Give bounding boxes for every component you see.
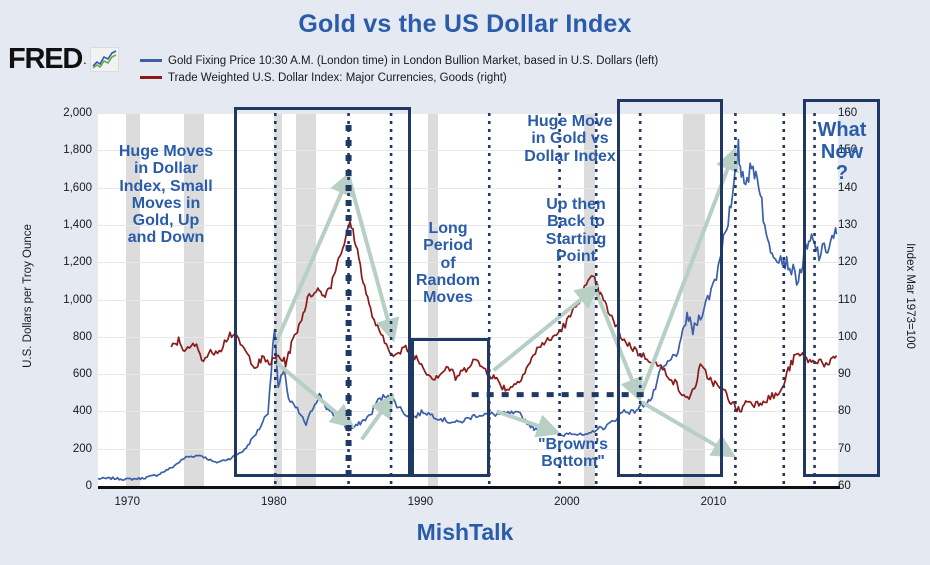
y-tick-left: 1,400: [63, 218, 92, 231]
gridline: [98, 187, 838, 189]
trend-arrow: [360, 393, 395, 441]
sparkline-icon: [89, 47, 119, 72]
trend-arrow: [275, 361, 355, 429]
legend-swatch-gold: [140, 59, 162, 62]
y-axis-left-ticks: 2,000 1,800 1,600 1,400 1,200 1,000 800 600 400 2…: [42, 0, 92, 565]
annotation-line: Moves: [423, 289, 473, 307]
gridline: [98, 448, 838, 450]
annotation-line: of: [440, 254, 456, 272]
annotation-a1: Huge Moves in Dollar Index, Small Moves in G…: [96, 143, 236, 247]
x-axis-line: [98, 486, 840, 489]
annotation-line: Point: [556, 247, 596, 265]
y-tick-right: 130: [838, 218, 858, 231]
y-tick-left: 1,600: [63, 181, 92, 194]
x-tick: 1990: [407, 496, 434, 508]
fred-dot: .: [83, 52, 87, 67]
y-tick-right: 60: [838, 480, 851, 492]
annotation-a6: What Now?: [805, 119, 879, 185]
gridline: [98, 374, 838, 376]
annotation-line: and Down: [127, 229, 205, 247]
footer-brand: MishTalk: [416, 519, 514, 545]
y-tick-left: 400: [72, 405, 92, 418]
gridline: [98, 336, 838, 338]
y-tick-right: 100: [838, 330, 858, 343]
legend-item-dollar: Trade Weighted U.S. Dollar Index: Major …: [140, 69, 658, 86]
fred-logo: FRED .: [8, 43, 119, 76]
x-tick: 2010: [700, 496, 727, 508]
x-tick: 1980: [261, 496, 287, 508]
legend-item-gold: Gold Fixing Price 10:30 A.M. (London tim…: [140, 52, 658, 69]
y-tick-right: 140: [838, 181, 858, 194]
y-tick-right: 110: [838, 293, 857, 306]
annotation-line: Dollar Index: [524, 147, 616, 165]
annotation-line: Long: [428, 220, 468, 237]
trend-arrow: [492, 284, 600, 372]
annotation-a2: Long Period of Random Moves: [400, 220, 496, 306]
y-tick-left: 1,800: [63, 144, 92, 157]
trend-arrow: [273, 170, 353, 346]
y-tick-left: 0: [85, 480, 92, 492]
annotation-line: in Gold vs: [531, 130, 609, 148]
y-tick-left: 800: [72, 330, 92, 343]
annotation-line: Up then: [546, 196, 606, 213]
gridline: [98, 224, 838, 226]
y-tick-right: 160: [838, 107, 858, 119]
y-tick-right: 80: [838, 405, 851, 418]
y-tick-left: 2,000: [63, 107, 92, 119]
legend-label-dollar: Trade Weighted U.S. Dollar Index: Major …: [168, 71, 507, 84]
trend-arrow: [592, 287, 644, 403]
gridline: [98, 262, 838, 264]
annotation-line: in Dollar: [133, 160, 198, 178]
annotation-line: Period: [423, 237, 473, 255]
gridline: [98, 411, 838, 413]
y-tick-right: 150: [838, 144, 858, 157]
annotation-line: Gold, Up: [132, 212, 200, 230]
annotation-line: Moves in: [131, 194, 201, 212]
annotation-line: "Brown's: [537, 436, 609, 453]
y-tick-right: 90: [838, 368, 851, 381]
annotation-line: Huge Moves: [118, 143, 214, 160]
legend-swatch-dollar: [140, 76, 162, 79]
annotation-line: What: [817, 119, 867, 141]
dollar-index-line: [170, 220, 838, 413]
annotation-line: Back to: [547, 213, 605, 231]
page-title: Gold vs the US Dollar Index: [298, 10, 632, 38]
annotation-a5: "Brown's Bottom": [517, 436, 629, 471]
gold-price-line: [97, 138, 838, 481]
y-tick-left: 1,000: [63, 293, 92, 306]
trend-arrow: [495, 409, 561, 438]
x-tick: 1970: [114, 496, 141, 508]
y-tick-right: 70: [838, 442, 851, 455]
fred-wordmark: FRED: [8, 43, 83, 75]
trend-arrow: [346, 175, 400, 343]
annotation-line: Index, Small: [119, 177, 213, 195]
annotation-a3: Huge Move in Gold vs Dollar Index: [500, 113, 640, 165]
trend-arrow: [640, 400, 737, 458]
annotation-line: ?: [835, 162, 849, 185]
gridline: [98, 113, 838, 114]
trend-arrow: [638, 146, 739, 398]
gridline: [98, 150, 838, 152]
x-tick: 2000: [554, 496, 580, 508]
annotation-line: Starting: [545, 230, 607, 248]
annotation-line: Huge Move: [527, 113, 613, 130]
gridline: [98, 299, 838, 301]
y-tick-left: 600: [72, 368, 92, 381]
y-tick-right: 120: [838, 256, 858, 269]
legend-label-gold: Gold Fixing Price 10:30 A.M. (London tim…: [168, 54, 659, 67]
annotation-line: Random: [416, 271, 480, 289]
y-axis-right-title: Index Mar 1973=100: [904, 243, 916, 349]
annotation-a4: Up then Back to Starting Point: [521, 196, 631, 265]
y-tick-left: 200: [72, 442, 92, 455]
y-axis-right-ticks: 160 150 140 130 120 110 100 90 80 70 60: [838, 0, 890, 565]
annotation-line: Now: [820, 140, 864, 163]
legend: Gold Fixing Price 10:30 A.M. (London tim…: [140, 52, 658, 86]
annotation-line: Bottom": [541, 453, 605, 471]
y-tick-left: 1,200: [63, 256, 92, 269]
y-axis-left-title: U.S. Dollars per Troy Ounce: [22, 224, 34, 368]
plot-area: [97, 113, 838, 487]
